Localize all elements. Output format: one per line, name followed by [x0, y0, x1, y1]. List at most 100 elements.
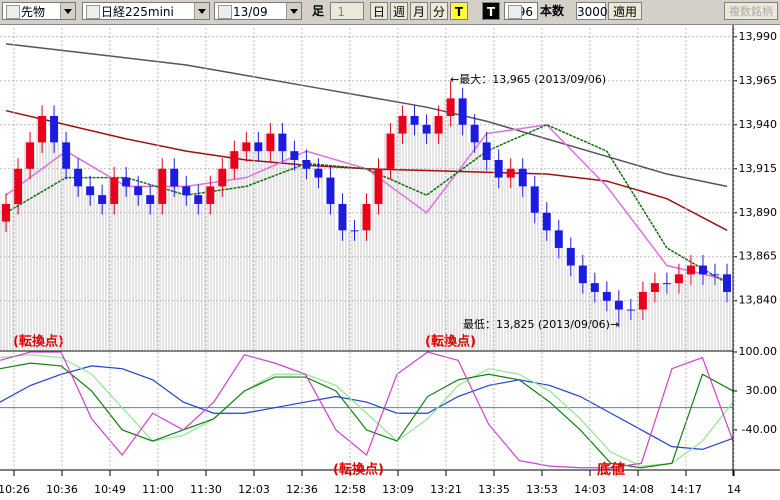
candle-body: [518, 168, 527, 187]
turning-point: (転換点): [333, 462, 384, 478]
candle-body: [110, 177, 119, 204]
min-annotation: 最低：13,825 (2013/09/06)→: [463, 318, 619, 331]
t-button[interactable]: T: [482, 2, 500, 20]
candle-body: [290, 151, 299, 160]
period-button[interactable]: 月: [410, 2, 428, 20]
period-button[interactable]: 週: [390, 2, 408, 20]
candle-body: [218, 168, 227, 187]
candle-body: [578, 265, 587, 284]
volume-hatch: [348, 230, 361, 350]
candle-body: [554, 230, 563, 248]
volume-hatch: [528, 212, 541, 350]
volume-hatch: [288, 159, 301, 350]
volume-hatch: [504, 168, 517, 350]
y-tick-label: 13,840: [739, 294, 778, 307]
candle-body: [242, 142, 251, 152]
symbol-select[interactable]: 日経225mini: [82, 2, 210, 20]
candle-body: [434, 115, 443, 134]
candle-body: [98, 195, 107, 204]
x-tick-label: 14:08: [622, 483, 654, 496]
volume-hatch: [588, 291, 601, 350]
market-select[interactable]: 先物: [2, 2, 76, 20]
toolbar: 先物 日経225mini 13/09 足 1 日 週 月 分 T T 96 本数…: [0, 0, 780, 25]
volume-hatch: [36, 115, 49, 350]
candle-body: [302, 159, 311, 169]
apply-button[interactable]: 適用: [608, 2, 642, 20]
volume-hatch: [276, 151, 289, 350]
volume-hatch: [444, 98, 457, 351]
period-button[interactable]: 分: [430, 2, 448, 20]
volume-hatch: [12, 168, 25, 350]
volume-hatch: [60, 168, 73, 350]
candle-body: [638, 291, 647, 310]
period-button[interactable]: T: [450, 2, 468, 20]
x-tick-label: 12:03: [238, 483, 270, 496]
multi-button[interactable]: 複数銘柄: [724, 2, 778, 20]
volume-hatch: [180, 195, 193, 350]
moving-average: [5, 43, 728, 188]
volume-hatch: [468, 142, 481, 350]
volume-hatch: [228, 151, 241, 350]
contract: 13/09: [233, 5, 268, 19]
candle-body: [146, 195, 155, 204]
candle-body: [542, 212, 551, 231]
candle-body: [266, 133, 275, 152]
x-tick-label: 12:58: [334, 483, 366, 496]
candle-body: [386, 133, 395, 169]
volume-hatch: [420, 133, 433, 350]
x-tick-label: 11:00: [142, 483, 174, 496]
candle-body: [350, 230, 359, 232]
candle-body: [566, 247, 575, 266]
volume-hatch: [240, 142, 253, 350]
period-button[interactable]: 日: [370, 2, 388, 20]
volume-hatch: [564, 265, 577, 350]
candle-body: [482, 142, 491, 160]
contract-select[interactable]: 13/09: [214, 2, 302, 20]
candle-body: [170, 168, 179, 187]
count-label: 本数: [540, 4, 565, 18]
candle-body: [722, 274, 731, 292]
volume-hatch: [324, 203, 337, 350]
market: 先物: [21, 5, 46, 19]
candle-body: [626, 309, 635, 311]
x-tick-label: 14: [727, 483, 741, 496]
candle-body: [14, 168, 23, 204]
y-tick-label: 13,965: [739, 74, 778, 87]
volume-hatch: [264, 133, 277, 350]
candle-body: [254, 142, 263, 152]
y-tick-label: 13,990: [739, 30, 778, 43]
y-tick-label: 13,865: [739, 250, 778, 263]
y-tick-label: 13,940: [739, 118, 778, 131]
candle-body: [530, 186, 539, 213]
volume-hatch: [408, 124, 421, 350]
volume-hatch: [300, 168, 313, 350]
bar-count[interactable]: 1: [330, 2, 364, 20]
volume-hatch: [24, 142, 37, 350]
max-annotation: ←最大：13,965 (2013/09/06): [450, 72, 606, 86]
volume-hatch: [684, 265, 697, 350]
volume-hatch: [612, 309, 625, 350]
volume-hatch: [396, 115, 409, 350]
candle-body: [362, 203, 371, 231]
volume-hatch: [144, 203, 157, 350]
max-input[interactable]: 3000: [576, 2, 608, 20]
x-tick-label: 10:26: [0, 483, 30, 496]
volume-hatch: [108, 177, 121, 350]
volume-hatch: [252, 151, 265, 350]
candle-body: [422, 124, 431, 134]
count-input[interactable]: 96: [504, 2, 538, 20]
candle-body: [410, 115, 419, 125]
candle-body: [614, 300, 623, 310]
candle-body: [506, 168, 515, 178]
volume-hatch: [168, 186, 181, 350]
candle-body: [494, 159, 503, 178]
candle-body: [458, 98, 467, 125]
candle-body: [314, 168, 323, 178]
candle-body: [698, 265, 707, 275]
candle-body: [590, 283, 599, 292]
candle-body: [158, 168, 167, 204]
x-tick-label: 12:36: [286, 483, 318, 496]
x-tick-label: 10:36: [46, 483, 78, 496]
candle-body: [662, 283, 671, 285]
